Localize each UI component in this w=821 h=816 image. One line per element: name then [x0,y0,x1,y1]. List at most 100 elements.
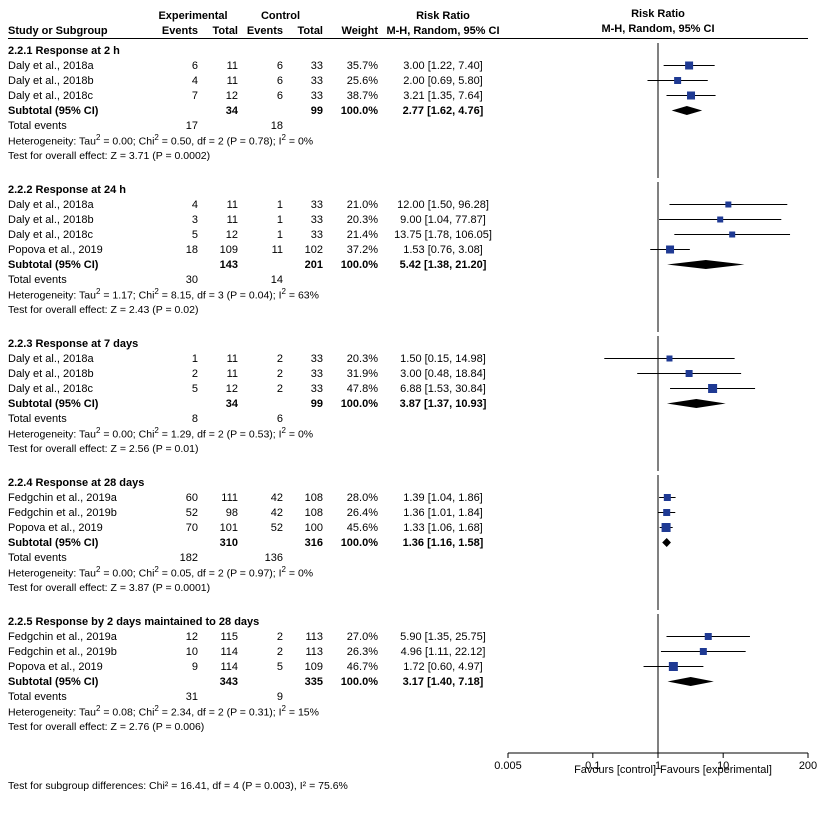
forest-row-plot [508,73,808,88]
total-events-exp: 182 [148,552,198,564]
weight: 27.0% [323,631,378,643]
forest-row-plot [508,396,808,411]
total-events-exp: 30 [148,274,198,286]
study-row: Daly et al., 2018b21123331.9%3.00 [0.48,… [8,366,821,381]
rr-text: 3.00 [1.22, 7.40] [378,60,508,72]
exp-events: 70 [148,522,198,534]
forest-row-plot [508,614,808,629]
forest-row-plot [508,704,808,719]
group-title: 2.2.1 Response at 2 h [8,43,821,58]
rr-text: 1.50 [0.15, 14.98] [378,353,508,365]
forest-row-plot [508,148,808,163]
ctrl-group-header: Control [238,10,323,22]
exp-total: 12 [198,383,238,395]
exp-events: 12 [148,631,198,643]
weight: 35.7% [323,60,378,72]
ctrl-events: 52 [238,522,283,534]
exp-events: 9 [148,661,198,673]
subtotal-row: Subtotal (95% CI)143201100.0%5.42 [1.38,… [8,257,821,272]
ctrl-events: 6 [238,75,283,87]
forest-row-plot [508,212,808,227]
total-events-row: Total events3014 [8,272,821,287]
study-name: Daly et al., 2018c [8,90,148,102]
forest-row-plot [508,133,808,148]
study-name: Daly et al., 2018a [8,60,148,72]
exp-events: 52 [148,507,198,519]
subtotal-weight: 100.0% [323,259,378,271]
forest-row-plot [508,366,808,381]
ctrl-events: 6 [238,90,283,102]
ctrl-total: 33 [283,60,323,72]
ctrl-total: 33 [283,90,323,102]
subtotal-exp-total: 343 [198,676,238,688]
axis-labels-row: Favours [control] Favours [experimental] [8,764,821,778]
weight: 46.7% [323,661,378,673]
hdr-study: Study or Subgroup [8,25,148,37]
forest-row-plot [508,441,808,456]
exp-events: 5 [148,229,198,241]
weight: 25.6% [323,75,378,87]
forest-row-plot [508,674,808,689]
exp-events: 5 [148,383,198,395]
ctrl-total: 33 [283,383,323,395]
subtotal-exp-total: 34 [198,398,238,410]
exp-total: 11 [198,75,238,87]
study-name: Daly et al., 2018a [8,199,148,211]
ctrl-total: 33 [283,199,323,211]
subtotal-label: Subtotal (95% CI) [8,537,148,549]
total-events-ctrl: 6 [238,413,283,425]
group-title: 2.2.5 Response by 2 days maintained to 2… [8,614,821,629]
subtotal-row: Subtotal (95% CI)3499100.0%2.77 [1.62, 4… [8,103,821,118]
forest-body: 2.2.1 Response at 2 h Daly et al., 2018a 6… [8,43,821,749]
study-row: Fedgchin et al., 2019b10114211326.3%4.96… [8,644,821,659]
study-row: Daly et al., 2018c71263338.7%3.21 [1.35,… [8,88,821,103]
heterogeneity: Heterogeneity: Tau2 = 0.08; Chi2 = 2.34,… [8,704,821,719]
forest-row-plot [508,565,808,580]
subtotal-label: Subtotal (95% CI) [8,105,148,117]
hdr-tot2: Total [283,25,323,37]
favours-control: Favours [control] [574,764,656,776]
group-title: 2.2.2 Response at 24 h [8,182,821,197]
total-events-row: Total events86 [8,411,821,426]
ctrl-events: 1 [238,229,283,241]
total-events-label: Total events [8,413,148,425]
forest-row-plot [508,659,808,674]
study-row: Fedgchin et al., 2019b52984210826.4%1.36… [8,505,821,520]
exp-total: 11 [198,214,238,226]
subtotal-rr: 1.36 [1.16, 1.58] [378,537,508,549]
subtotal-exp-total: 143 [198,259,238,271]
subtotal-rr: 2.77 [1.62, 4.76] [378,105,508,117]
ctrl-total: 33 [283,75,323,87]
study-name: Daly et al., 2018b [8,75,148,87]
subtotal-exp-total: 310 [198,537,238,549]
ctrl-total: 102 [283,244,323,256]
study-row: Daly et al., 2018b41163325.6%2.00 [0.69,… [8,73,821,88]
subtotal-label: Subtotal (95% CI) [8,259,148,271]
study-row: Popova et al., 2019181091110237.2%1.53 [… [8,242,821,257]
weight: 21.4% [323,229,378,241]
forest-row-plot [508,580,808,595]
forest-row-plot [508,456,808,471]
forest-row-plot [508,197,808,212]
study-row: Fedgchin et al., 2019a601114210828.0%1.3… [8,490,821,505]
forest-row-plot [508,302,808,317]
forest-row-plot [508,535,808,550]
exp-events: 1 [148,353,198,365]
hdr-weight: Weight [323,25,378,37]
total-events-exp: 17 [148,120,198,132]
study-row: Fedgchin et al., 2019a12115211327.0%5.90… [8,629,821,644]
subtotal-rr: 5.42 [1.38, 21.20] [378,259,508,271]
ctrl-events: 6 [238,60,283,72]
header-group-row: Experimental Control Risk Ratio Risk Rat… [8,8,821,23]
heterogeneity: Heterogeneity: Tau2 = 0.00; Chi2 = 1.29,… [8,426,821,441]
weight: 47.8% [323,383,378,395]
ctrl-events: 42 [238,492,283,504]
study-name: Fedgchin et al., 2019b [8,646,148,658]
exp-total: 109 [198,244,238,256]
subtotal-rr: 3.87 [1.37, 10.93] [378,398,508,410]
group-spacer [8,734,821,749]
ctrl-events: 2 [238,646,283,658]
study-name: Daly et al., 2018c [8,229,148,241]
exp-total: 111 [198,492,238,504]
forest-row-plot [508,411,808,426]
